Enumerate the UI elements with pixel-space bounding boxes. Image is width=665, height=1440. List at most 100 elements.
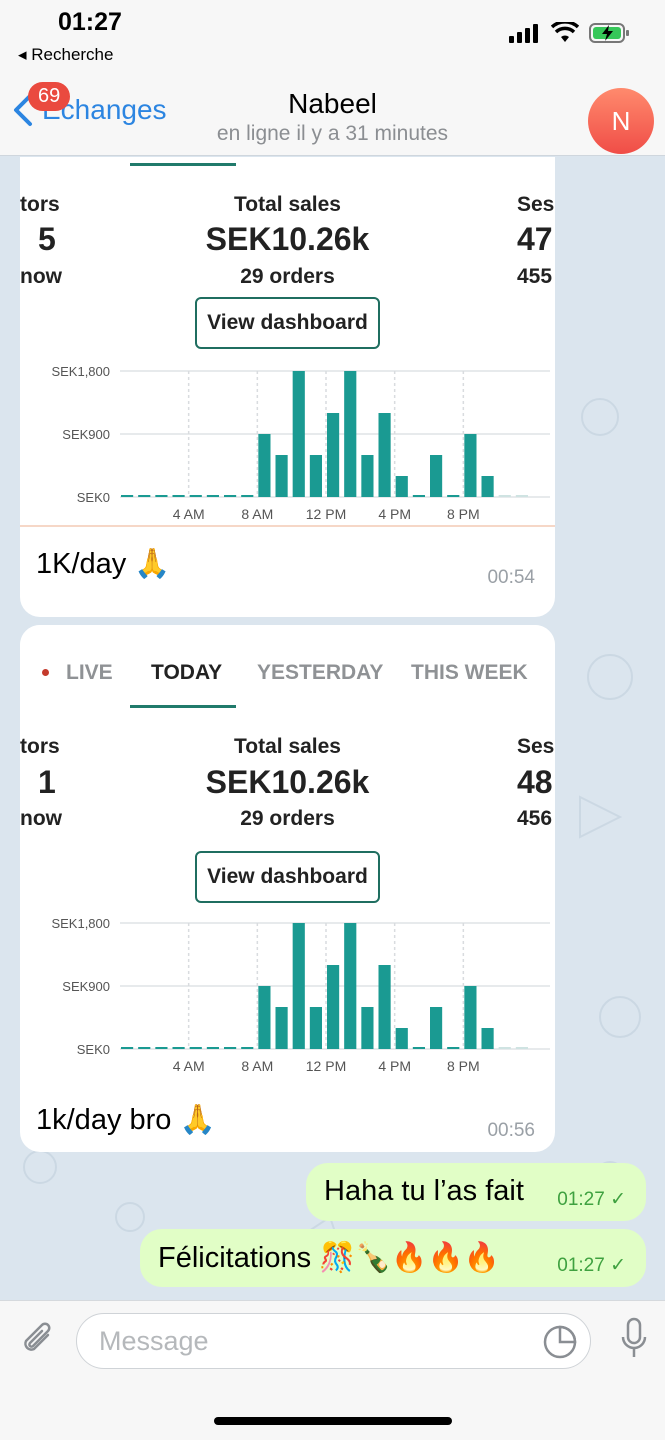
incoming-message-2[interactable]: LIVE TODAY YESTERDAY THIS WEEK tors 1 no… [20,625,555,1152]
message-text: 1k/day bro 🙏 [36,1104,216,1136]
chart-bar [498,495,511,497]
x-tick-label: 12 PM [306,506,346,522]
microphone-icon[interactable] [621,1317,647,1361]
chart-bar [361,1007,374,1049]
tab-today[interactable]: TODAY [151,661,223,684]
chart-bar [344,923,357,1049]
message-text: 1K/day 🙏 [36,548,171,580]
chart-bar [138,1047,151,1049]
chart-bar [275,455,288,497]
chart-bar [206,1047,219,1049]
chart-bar [395,476,408,497]
x-tick-label: 4 PM [378,1058,411,1074]
chart-bar [412,1047,425,1049]
chart-bar [464,986,477,1049]
chart-bar [412,495,425,497]
shared-screenshot-2[interactable]: LIVE TODAY YESTERDAY THIS WEEK tors 1 no… [20,625,555,1085]
outgoing-message-2[interactable]: Félicitations 🎊🍾🔥🔥🔥 01:27 ✓ [140,1229,646,1287]
chart-bar [206,495,219,497]
chart-bar [515,1047,528,1049]
status-bar: 01:27 ◂ Recherche [0,0,665,70]
sticker-icon[interactable] [542,1324,578,1360]
chart-bar [361,455,374,497]
tab-underline [130,163,236,166]
message-time: 00:54 [487,567,535,588]
total-sales-value: SEK10.26k [205,764,370,800]
chat-area[interactable]: tors 5 now Total sales SEK10.26k 29 orde… [0,157,665,1300]
message-input[interactable]: Message [76,1313,591,1369]
tab-yesterday[interactable]: YESTERDAY [257,661,384,684]
chart-bar [172,495,185,497]
chart-bar [464,434,477,497]
chart-bar [481,476,494,497]
chart-bar [344,371,357,497]
x-tick-label: 4 AM [173,1058,205,1074]
chart-bar [275,1007,288,1049]
live-dot-icon [42,669,49,676]
chart-bar [138,495,151,497]
chart-bar [447,1047,460,1049]
chat-header: Échanges 69 Nabeel en ligne il y a 31 mi… [0,70,665,156]
x-tick-label: 8 PM [447,506,480,522]
status-icons [509,22,631,44]
message-time-status: 01:27 ✓ [557,1188,626,1211]
incoming-message-1[interactable]: tors 5 now Total sales SEK10.26k 29 orde… [20,157,555,617]
message-text: Haha tu l’as fait [324,1175,524,1207]
sessions-value: 48 [517,764,553,800]
shared-screenshot-1[interactable]: tors 5 now Total sales SEK10.26k 29 orde… [20,157,555,549]
contact-last-seen: en ligne il y a 31 minutes [216,122,449,145]
orders-count: 29 orders [240,807,335,830]
message-input-bar: Message [0,1300,665,1440]
status-time: 01:27 [58,8,122,36]
visitors-label: tors [20,193,60,216]
chart-bar [224,1047,237,1049]
message-placeholder: Message [99,1326,209,1356]
chart-bar [189,1047,202,1049]
view-dashboard-button[interactable]: View dashboard [195,297,380,349]
message-time: 01:27 [557,1189,605,1210]
chart-bar [189,495,202,497]
chart-bar [430,1007,443,1049]
attach-icon[interactable] [20,1321,56,1361]
avatar[interactable]: N [588,88,654,154]
contact-name[interactable]: Nabeel [288,88,377,119]
total-sales-label: Total sales [234,735,341,758]
view-dashboard-button[interactable]: View dashboard [195,851,380,903]
x-tick-label: 8 AM [241,506,273,522]
chart-bar [241,1047,254,1049]
x-tick-label: 12 PM [306,1058,346,1074]
chevron-left-icon [14,94,32,126]
chart-bar [327,413,340,497]
sessions-sub: 455 [517,265,553,288]
sessions-label: Ses [517,735,555,758]
message-time: 00:56 [487,1120,535,1141]
tab-this-week[interactable]: THIS WEEK [411,661,528,684]
tab-live[interactable]: LIVE [66,661,113,684]
cellular-signal-icon [509,24,538,43]
battery-charging-icon [589,23,629,43]
chart-bar [481,1028,494,1049]
home-indicator [214,1417,452,1425]
visitors-sub: now [20,265,62,288]
orders-count: 29 orders [240,265,335,288]
wifi-icon [551,22,579,42]
chart-bar [241,495,254,497]
sales-chart: SEK0 SEK900 SEK1,800 4 AM 8 AM 12 PM 4 PM 8 PM [51,916,550,1074]
y-tick-label: SEK900 [62,979,110,994]
chart-bar [258,434,271,497]
unread-badge: 69 [28,82,71,111]
sessions-label: Ses [517,193,555,216]
chart-bar [327,965,340,1049]
outgoing-message-1[interactable]: Haha tu l’as fait 01:27 ✓ [306,1163,646,1221]
chart-bar [447,495,460,497]
tab-underline [130,705,236,708]
visitors-value: 1 [38,764,56,800]
x-tick-label: 4 PM [378,506,411,522]
sessions-sub: 456 [517,807,553,830]
chart-bar [292,923,305,1049]
read-check-icon: ✓ [610,1189,626,1210]
back-to-app-link[interactable]: ◂ Recherche [18,45,114,64]
message-text: Félicitations 🎊🍾🔥🔥🔥 [158,1242,500,1274]
chart-bar [395,1028,408,1049]
chart-bar [498,1047,511,1049]
